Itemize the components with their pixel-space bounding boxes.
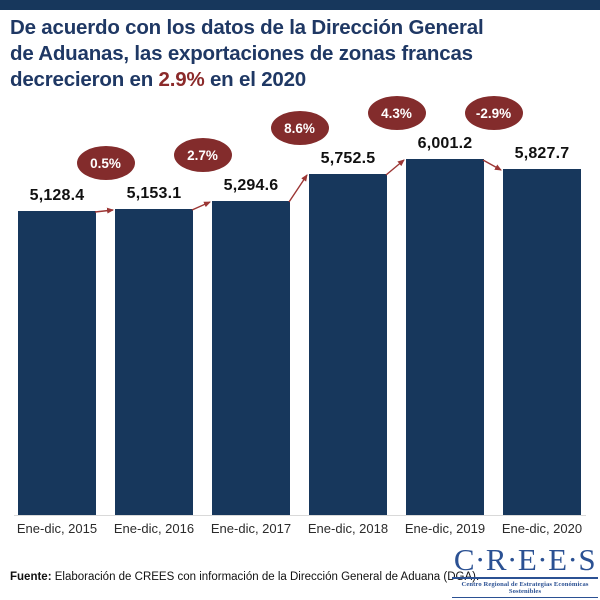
x-axis-label: Ene-dic, 2019 [404,521,486,536]
title-line-1: De acuerdo con los datos de la Dirección… [10,16,484,39]
bar [406,159,484,515]
bar [503,169,581,515]
bar [212,201,290,515]
bar [115,209,193,515]
title-line-3: decrecieron en 2.9% en el 2020 [10,67,598,93]
source-label: Fuente: [10,571,52,583]
title-line-3-after: en el 2020 [204,68,306,91]
page-title: De acuerdo con los datos de la Dirección… [10,15,598,93]
title-line-3-before: decrecieron en [10,68,159,91]
pct-change-badge: 4.3% [367,96,426,130]
pct-change-badge: -2.9% [464,96,523,130]
title-highlight: 2.9% [158,68,205,91]
pct-change-badge: 8.6% [270,111,329,145]
bar-value-label: 6,001.2 [417,135,473,152]
bar-value-label: 5,752.5 [320,150,376,167]
x-axis-label: Ene-dic, 2018 [307,521,389,536]
logo-acronym: C·R·E·E·S [453,542,597,577]
source-text: Elaboración de CREES con información de … [51,571,480,583]
x-axis-label: Ene-dic, 2016 [113,521,195,536]
bar [18,211,96,515]
x-axis-label: Ene-dic, 2015 [16,521,98,536]
x-axis-label: Ene-dic, 2020 [501,521,583,536]
bar-value-label: 5,827.7 [514,145,570,162]
pct-change-badge: 2.7% [173,138,232,172]
bar-value-label: 5,153.1 [126,185,182,202]
top-accent-bar [0,0,600,10]
title-line-2: de Aduanas, las exportaciones de zonas f… [10,42,473,65]
crees-logo: C·R·E·E·S Centro Regional de Estrategias… [452,543,598,598]
pct-change-badge: 0.5% [76,146,135,180]
bar-value-label: 5,128.4 [29,187,85,204]
source-note: Fuente: Elaboración de CREES con informa… [10,571,479,583]
bar-value-label: 5,294.6 [223,177,279,194]
logo-tagline: Centro Regional de Estrategias Económica… [452,577,598,598]
x-axis-label: Ene-dic, 2017 [210,521,292,536]
bar [309,174,387,515]
x-axis-line [14,515,586,516]
